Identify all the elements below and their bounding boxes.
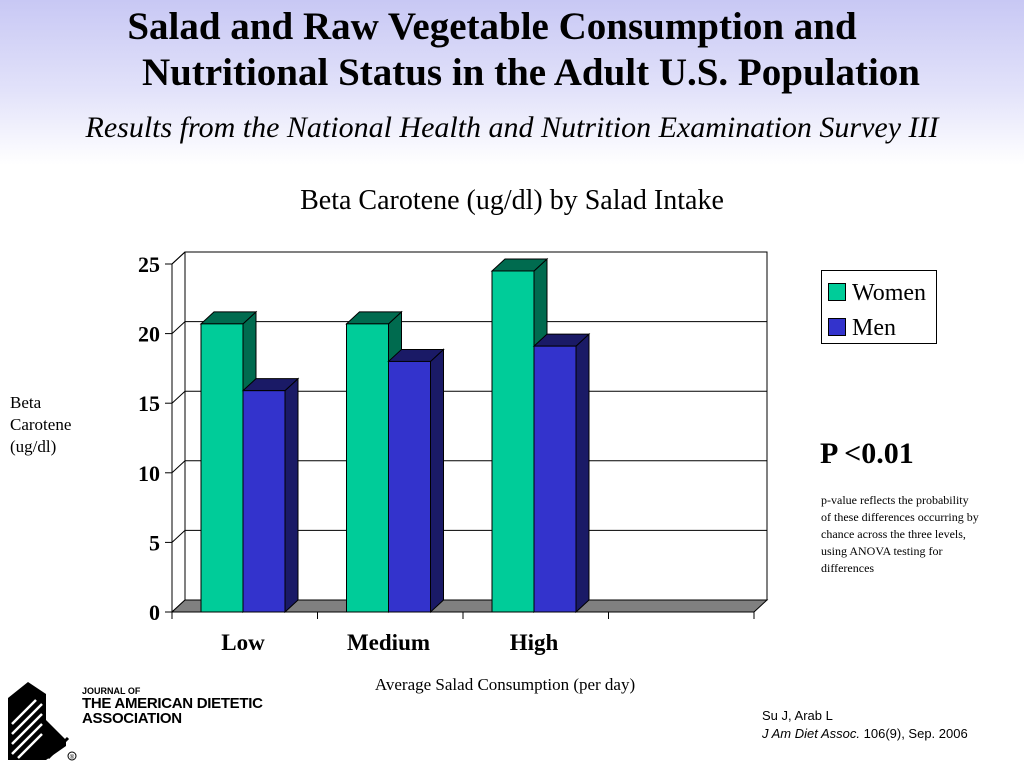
bar-women-medium bbox=[346, 323, 389, 613]
bar-side-men-high bbox=[575, 332, 590, 614]
bar-side-men-medium bbox=[430, 348, 444, 614]
journal-line3: ASSOCIATION bbox=[82, 710, 182, 727]
y-axis-label-line2: Carotene bbox=[10, 415, 72, 434]
journal-name: JOURNAL OF THE AMERICAN DIETETIC ASSOCIA… bbox=[82, 686, 263, 726]
citation-authors: Su J, Arab L bbox=[762, 708, 833, 723]
left-wall-grid-4 bbox=[171, 321, 186, 334]
y-tick-label-1: 5 bbox=[149, 530, 160, 555]
left-wall-top bbox=[171, 251, 186, 265]
legend-item-men: Men bbox=[828, 313, 896, 343]
bar-men-high bbox=[533, 345, 577, 613]
p-value-note: p-value reflects the probability of thes… bbox=[821, 493, 979, 575]
x-axis-label: Average Salad Consumption (per day) bbox=[374, 675, 636, 694]
citation-details: 106(9), Sep. 2006 bbox=[860, 726, 968, 741]
registered-mark: ® bbox=[70, 754, 75, 761]
left-wall-grid-3 bbox=[171, 390, 186, 404]
y-tick-label-3: 15 bbox=[138, 391, 160, 416]
legend-item-women: Women bbox=[828, 278, 926, 308]
bar-side-men-low bbox=[284, 377, 299, 614]
y-axis-label-line3: (ug/dl) bbox=[10, 437, 57, 456]
header-band bbox=[0, 0, 1024, 165]
chart-title: Beta Carotene (ug/dl) by Salad Intake bbox=[300, 185, 724, 216]
bar-men-low bbox=[242, 390, 286, 613]
slide-title: Salad and Raw Vegetable Consumption and … bbox=[0, 4, 1024, 96]
citation: Su J, Arab L J Am Diet Assoc. 106(9), Se… bbox=[762, 707, 968, 743]
y-tick-label-0: 0 bbox=[149, 600, 160, 625]
legend-label-men: Men bbox=[852, 315, 896, 341]
x-tick-label-medium: Medium bbox=[347, 630, 430, 655]
y-axis-label-line1: Beta bbox=[10, 393, 42, 412]
journal-line1: JOURNAL OF bbox=[82, 686, 141, 696]
slide-title-line2: Nutritional Status in the Adult U.S. Pop… bbox=[141, 51, 920, 94]
bar-men-medium bbox=[388, 360, 431, 613]
citation-reference: J Am Diet Assoc. 106(9), Sep. 2006 bbox=[762, 725, 968, 743]
legend-label-women: Women bbox=[852, 280, 927, 306]
slide-subtitle: Results from the National Health and Nut… bbox=[85, 111, 939, 144]
y-tick-label-4: 20 bbox=[138, 322, 160, 347]
slide-title-line1: Salad and Raw Vegetable Consumption and bbox=[127, 5, 857, 48]
journal-logo-icon: ® bbox=[8, 682, 77, 761]
left-wall-grid-1 bbox=[171, 530, 186, 543]
y-tick-label-2: 10 bbox=[138, 461, 160, 486]
y-axis-label: Beta Carotene (ug/dl) bbox=[10, 392, 100, 458]
x-tick-label-low: Low bbox=[221, 630, 265, 655]
left-wall-grid-2 bbox=[171, 460, 186, 474]
legend-swatch-men bbox=[828, 318, 846, 337]
legend-swatch-women bbox=[828, 283, 846, 302]
chart-legend: Women Men bbox=[821, 270, 937, 344]
y-tick-label-5: 25 bbox=[138, 252, 160, 277]
citation-journal: J Am Diet Assoc. bbox=[762, 726, 861, 741]
bar-women-high bbox=[491, 270, 535, 613]
x-tick-label-high: High bbox=[510, 630, 559, 655]
journal-line2: THE AMERICAN DIETETIC bbox=[82, 695, 263, 712]
bar-women-low bbox=[200, 323, 244, 613]
p-value: P <0.01 bbox=[820, 437, 914, 470]
